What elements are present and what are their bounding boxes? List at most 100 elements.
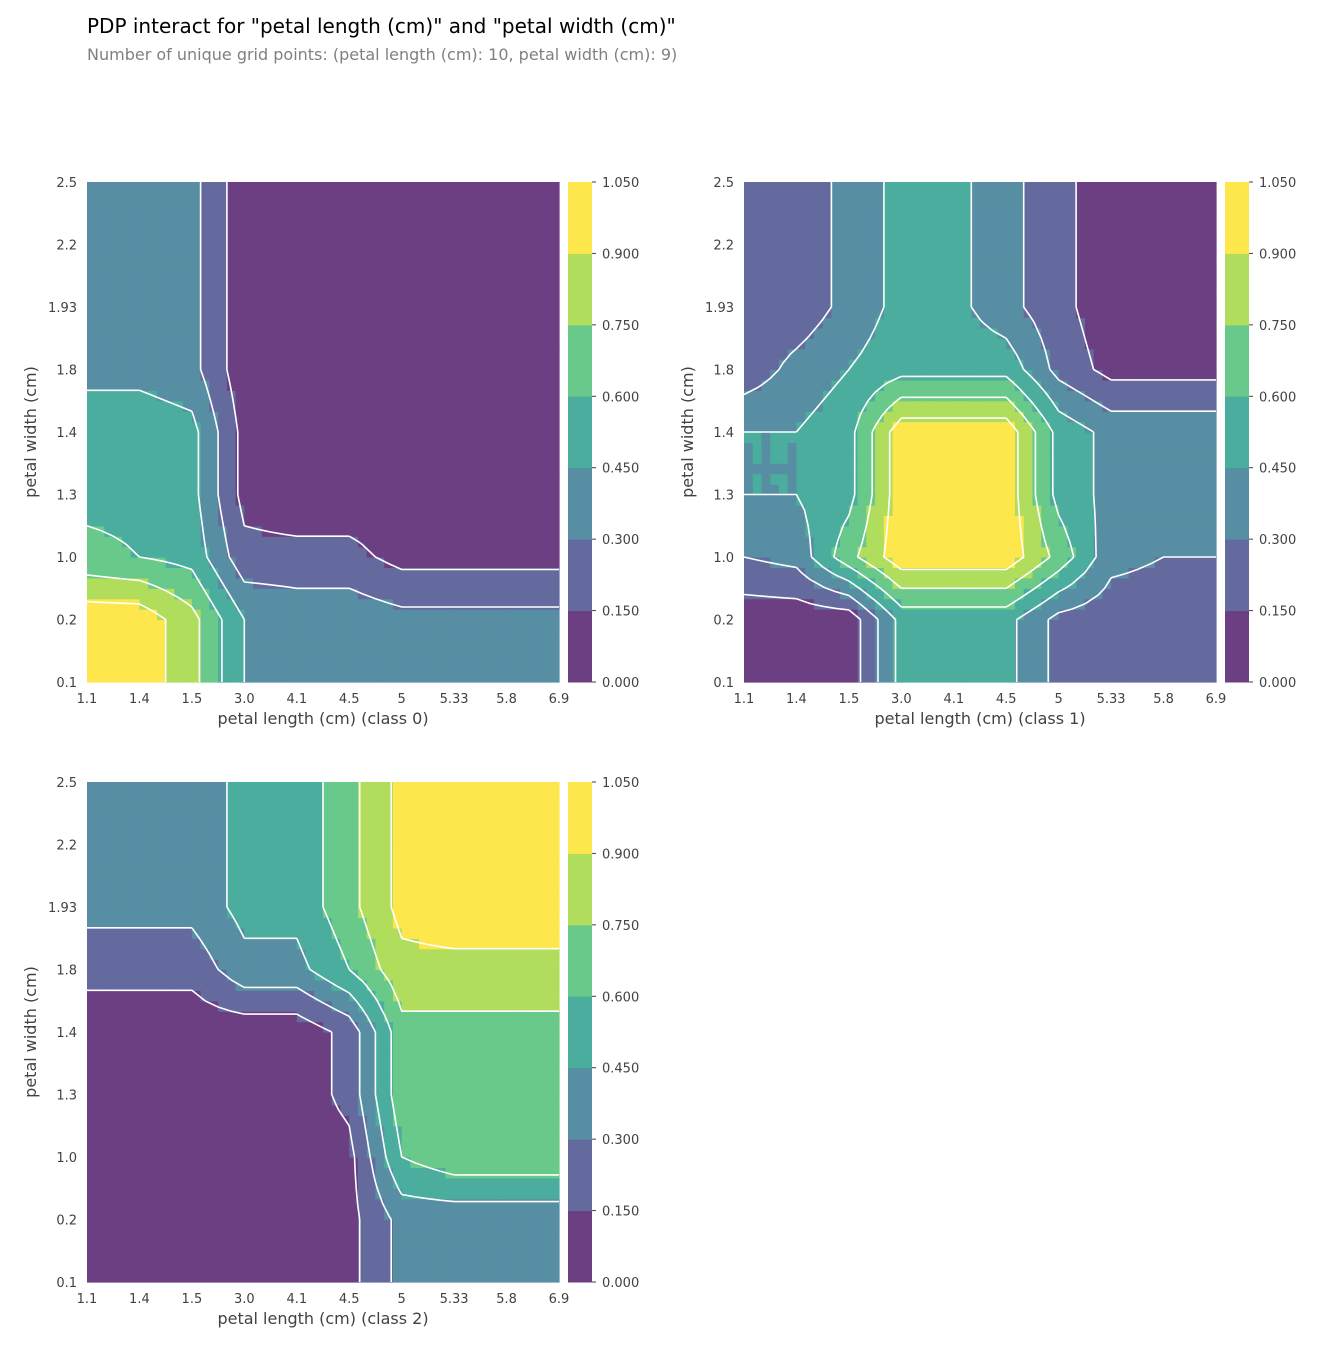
contour-cell [366,515,377,527]
contour-cell [883,317,894,329]
contour-cell [945,432,955,444]
contour-cell [340,557,350,569]
contour-cell [997,400,1007,412]
contour-cell [121,619,132,631]
contour-cell [489,254,499,266]
contour-cell [752,557,763,569]
contour-cell [752,629,763,641]
contour-cell [848,546,859,558]
contour-cell [945,567,955,579]
contour-cell [770,629,780,641]
contour-cell [910,286,920,298]
contour-cell [436,265,446,277]
contour-cell [340,463,350,475]
contour-cell [148,265,158,277]
contour-cell [1207,515,1217,527]
contour-cell [541,473,551,485]
contour-cell [471,307,481,319]
contour-cell [209,286,219,298]
contour-cell [121,525,132,537]
contour-cell [927,432,937,444]
contour-cell [419,494,429,506]
contour-cell [104,400,114,412]
contour-cell [200,296,210,308]
contour-cell [375,609,385,621]
contour-cell [1014,432,1025,444]
contour-cell [778,359,789,371]
contour-cell [139,494,149,506]
contour-cell [165,390,176,402]
contour-cell [1172,504,1182,516]
contour-cell [744,546,754,558]
contour-cell [130,536,141,548]
contour-cell [305,463,315,475]
contour-cell [357,275,368,287]
contour-cell [323,348,333,360]
contour-cell [445,661,455,673]
contour-cell [401,223,412,235]
contour-cell [1032,452,1042,464]
contour-cell [401,327,412,339]
contour-cell [296,442,307,454]
contour-cell [1137,348,1147,360]
contour-cell [988,609,999,621]
contour-cell [1111,379,1121,391]
contour-cell [462,379,473,391]
contour-cell [1181,629,1191,641]
contour-cell [831,338,841,350]
contour-cell [1102,588,1112,600]
contour-cell [936,546,946,558]
contour-cell [840,452,850,464]
contour-cell [813,223,824,235]
contour-cell [936,588,946,600]
contour-cell [918,588,929,600]
contour-cell [288,640,298,652]
contour-cell [822,536,833,548]
contour-cell [270,411,280,423]
contour-cell [910,609,920,621]
contour-cell [384,661,394,673]
contour-cell [1154,275,1165,287]
contour-cell [480,348,490,360]
contour-cell [314,598,324,610]
contour-cell [971,598,981,610]
contour-cell [331,359,342,371]
contour-cell [454,650,464,662]
contour-cell [1058,463,1069,475]
contour-cell [497,515,508,527]
contour-cell [384,182,394,194]
contour-cell [962,567,972,579]
contour-cell [296,504,307,516]
contour-cell [1154,307,1165,319]
contour-cell [901,379,911,391]
contour-cell [305,494,315,506]
contour-cell [384,202,394,214]
contour-cell [87,588,97,600]
contour-cell [770,182,780,194]
contour-cell [805,317,815,329]
contour-cell [191,525,202,537]
contour-cell [489,338,499,350]
contour-cell [384,515,394,527]
contour-cell [480,432,490,444]
contour-cell [174,307,184,319]
contour-cell [497,275,508,287]
contour-cell [848,619,859,631]
contour-cell [1032,359,1042,371]
contour-cell [314,286,324,298]
contour-cell [813,567,824,579]
x-tick-label: 3.0 [234,692,255,707]
contour-cell [883,359,894,371]
contour-cell [1198,557,1208,569]
contour-cell [454,525,464,537]
contour-cell [910,557,920,569]
contour-cell [840,671,850,683]
contour-cell [462,515,473,527]
contour-cell [183,348,193,360]
contour-cell [1119,473,1130,485]
contour-cell [401,640,412,652]
contour-cell [1032,254,1042,266]
contour-cell [953,525,964,537]
contour-cell [980,442,990,454]
contour-cell [945,525,955,537]
